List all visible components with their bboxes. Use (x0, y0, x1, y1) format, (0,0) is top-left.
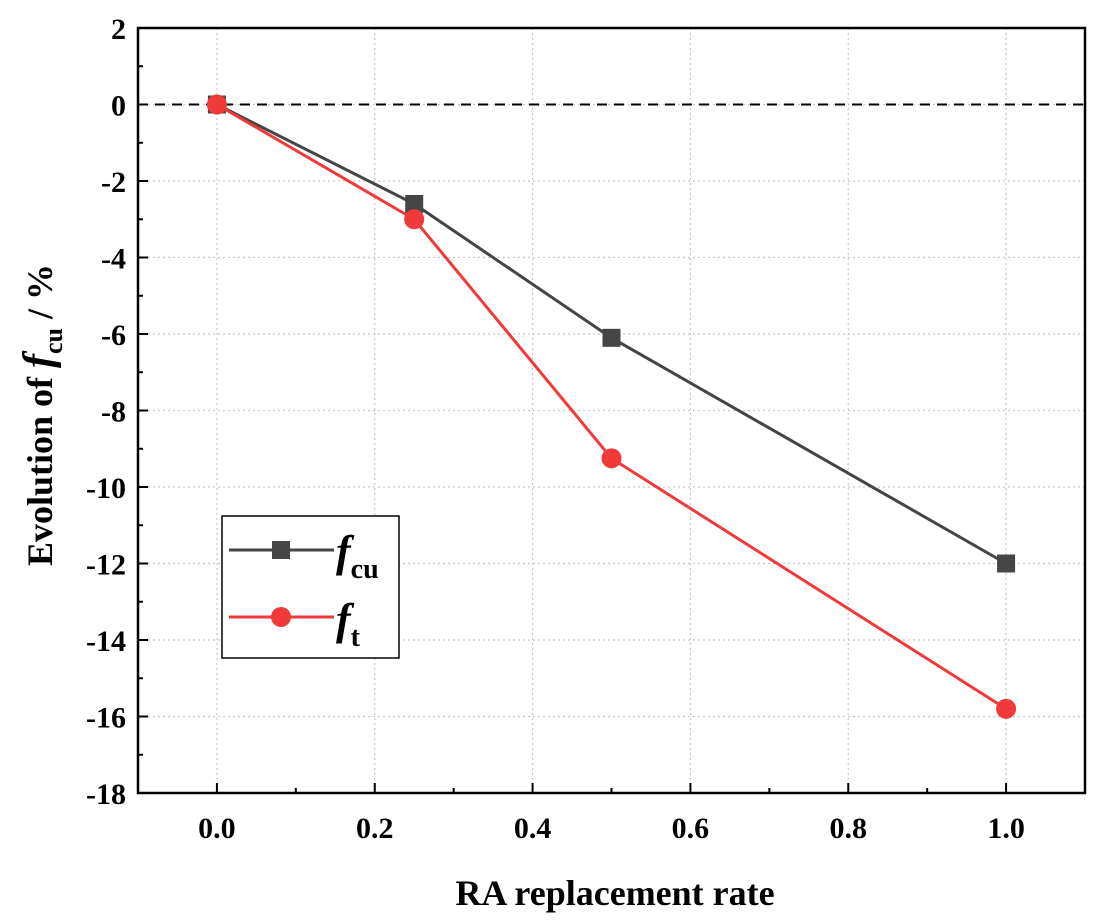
y-tick-label: -14 (86, 625, 126, 658)
y-tick-labels: 2 0 -2 -4 -6 -8 -10 -12 -14 -16 -18 (86, 13, 126, 811)
series-line-f_t (216, 103, 1007, 711)
y-axis-title-prefix: Evolution of (20, 368, 60, 566)
data-point-f_t (996, 698, 1017, 719)
x-tick-label: 0.2 (356, 812, 394, 845)
x-axis-title: RA replacement rate (455, 873, 774, 913)
data-point-f_t (206, 94, 227, 115)
series-group (206, 94, 1017, 719)
x-tick-label: 0.4 (514, 812, 552, 845)
x-tick-labels: 0.0 0.2 0.4 0.6 0.8 1.0 (198, 812, 1025, 845)
y-tick-label: -16 (86, 702, 126, 735)
data-point-f_t (601, 448, 622, 469)
y-tick-label: -18 (86, 778, 126, 811)
legend-entry-fcu: fcu (229, 527, 379, 585)
y-tick-label: -8 (101, 396, 126, 429)
legend-box (221, 515, 400, 659)
legend-label-ft: ft (336, 595, 361, 653)
legend-entry-ft: ft (229, 595, 361, 653)
y-tick-label: -2 (101, 166, 126, 199)
y-axis-title: Evolution of fcu / % (16, 264, 68, 566)
y-tick-label: 0 (111, 90, 126, 123)
legend-marker-circle (271, 607, 291, 627)
legend-label-ft-sub: t (351, 622, 361, 653)
series-line-f_cu (216, 103, 1007, 565)
y-tick-label: -10 (86, 472, 126, 505)
legend-label-fcu-main: f (336, 527, 355, 576)
x-tick-label: 0.6 (672, 812, 710, 845)
y-axis-title-symbol: f (16, 350, 62, 368)
legend-label-fcu: fcu (336, 527, 379, 585)
y-tick-label: -12 (86, 549, 126, 582)
x-tick-label: 1.0 (987, 812, 1025, 845)
data-point-f_t (404, 209, 425, 230)
y-tick-label: -4 (101, 243, 126, 276)
data-point-f_cu (997, 554, 1016, 573)
legend-label-ft-main: f (336, 595, 355, 644)
legend: fcu ft (221, 515, 400, 659)
data-point-f_cu (602, 328, 621, 347)
legend-label-fcu-sub: cu (351, 554, 379, 585)
axis-ticks (138, 27, 1008, 794)
legend-marker-square (272, 541, 290, 559)
data-point-f_cu (405, 194, 424, 213)
x-tick-label: 0.8 (830, 812, 868, 845)
y-axis-title-suffix: / % (20, 264, 60, 328)
y-tick-label: -6 (101, 319, 126, 352)
x-tick-label: 0.0 (198, 812, 236, 845)
y-axis-title-subscript: cu (39, 328, 68, 354)
series-f_t (206, 94, 1017, 719)
y-tick-label: 2 (111, 13, 126, 46)
